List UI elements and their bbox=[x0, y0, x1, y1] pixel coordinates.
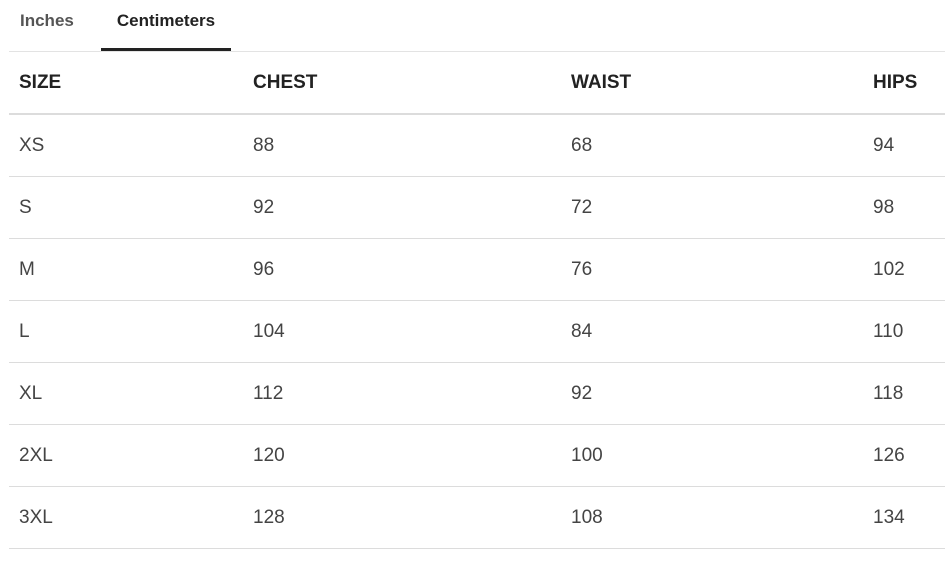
cell-size: 3XL bbox=[9, 486, 243, 549]
unit-tabs: Inches Centimeters bbox=[9, 0, 945, 52]
cell-chest: 112 bbox=[243, 362, 561, 425]
cell-chest: 120 bbox=[243, 424, 561, 487]
tab-centimeters[interactable]: Centimeters bbox=[101, 0, 231, 51]
header-waist: WAIST bbox=[561, 52, 863, 115]
cell-hips: 134 bbox=[863, 486, 945, 549]
cell-waist: 68 bbox=[561, 114, 863, 177]
table-row: L 104 84 110 bbox=[9, 300, 945, 363]
cell-size: M bbox=[9, 238, 243, 301]
cell-hips: 126 bbox=[863, 424, 945, 487]
cell-hips: 98 bbox=[863, 176, 945, 239]
cell-waist: 100 bbox=[561, 424, 863, 487]
cell-waist: 76 bbox=[561, 238, 863, 301]
cell-size: 2XL bbox=[9, 424, 243, 487]
cell-size: L bbox=[9, 300, 243, 363]
cell-hips: 102 bbox=[863, 238, 945, 301]
tab-inches[interactable]: Inches bbox=[20, 11, 74, 30]
cell-size: XS bbox=[9, 114, 243, 177]
header-hips: HIPS bbox=[863, 52, 945, 115]
cell-hips: 110 bbox=[863, 300, 945, 363]
table-header-row: SIZE CHEST WAIST HIPS bbox=[9, 52, 945, 115]
table-row: XS 88 68 94 bbox=[9, 114, 945, 177]
table-row: XL 112 92 118 bbox=[9, 362, 945, 425]
cell-size: S bbox=[9, 176, 243, 239]
cell-waist: 108 bbox=[561, 486, 863, 549]
cell-chest: 96 bbox=[243, 238, 561, 301]
table-row: 3XL 128 108 134 bbox=[9, 486, 945, 549]
table-row: 2XL 120 100 126 bbox=[9, 424, 945, 487]
cell-waist: 72 bbox=[561, 176, 863, 239]
size-chart-table: SIZE CHEST WAIST HIPS XS 88 68 94 S 92 72 98 M 96… bbox=[9, 52, 945, 549]
cell-chest: 92 bbox=[243, 176, 561, 239]
table-row: S 92 72 98 bbox=[9, 176, 945, 239]
header-size: SIZE bbox=[9, 52, 243, 115]
cell-waist: 84 bbox=[561, 300, 863, 363]
cell-chest: 88 bbox=[243, 114, 561, 177]
cell-hips: 94 bbox=[863, 114, 945, 177]
cell-chest: 104 bbox=[243, 300, 561, 363]
table-row: M 96 76 102 bbox=[9, 238, 945, 301]
cell-size: XL bbox=[9, 362, 243, 425]
header-chest: CHEST bbox=[243, 52, 561, 115]
cell-waist: 92 bbox=[561, 362, 863, 425]
cell-hips: 118 bbox=[863, 362, 945, 425]
cell-chest: 128 bbox=[243, 486, 561, 549]
